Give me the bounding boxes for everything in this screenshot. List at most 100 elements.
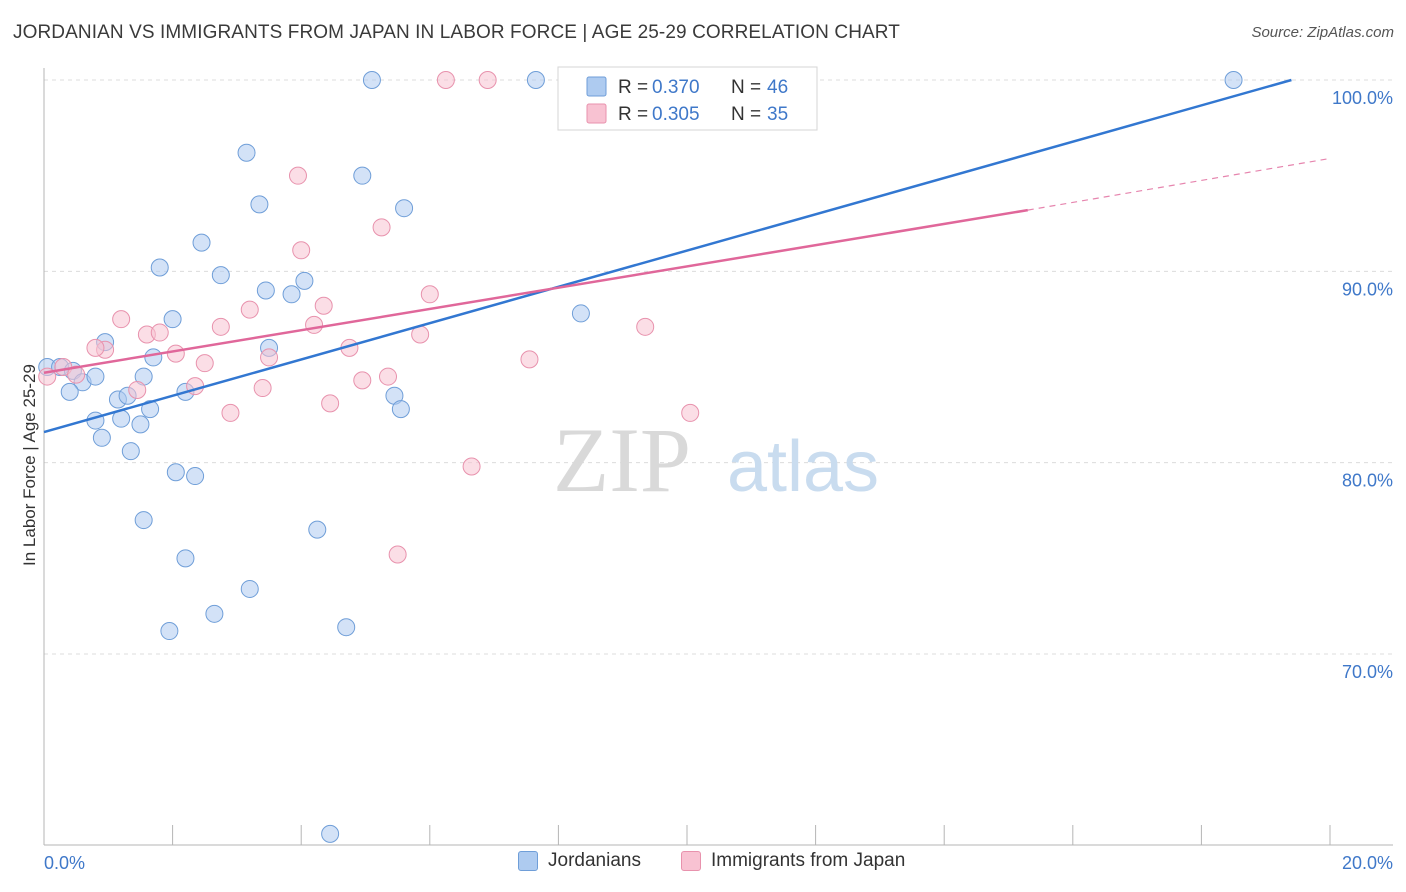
point-jordanians	[86, 367, 105, 386]
point-jordanians	[1224, 71, 1243, 89]
point-japan	[150, 323, 169, 342]
point-jordanians	[192, 233, 211, 252]
stats-swatch-japan	[586, 103, 607, 124]
y-tick-label: 80.0%	[1342, 471, 1393, 491]
point-jordanians	[308, 520, 327, 539]
trend-line-jordanians	[43, 78, 1292, 434]
chart-title: JORDANIAN VS IMMIGRANTS FROM JAPAN IN LA…	[13, 22, 900, 43]
point-japan	[436, 71, 455, 89]
point-jordanians	[321, 824, 340, 843]
point-japan	[681, 403, 700, 422]
point-japan	[195, 354, 214, 373]
series-japan-points	[38, 71, 790, 564]
point-jordanians	[205, 604, 224, 623]
x-tick-label-max: 20.0%	[1342, 853, 1393, 873]
series-legend: Jordanians Immigrants from Japan	[0, 850, 1406, 878]
point-jordanians	[391, 400, 410, 419]
point-jordanians	[353, 166, 372, 185]
point-jordanians	[362, 71, 381, 89]
legend-label-jordanians: Jordanians	[548, 850, 641, 871]
point-japan	[288, 166, 307, 185]
point-japan	[372, 218, 391, 237]
stats-r-value-jordanians: 0.370	[652, 77, 700, 98]
point-japan	[420, 285, 439, 304]
point-jordanians	[176, 549, 195, 568]
point-japan	[314, 296, 333, 315]
point-jordanians	[160, 622, 179, 641]
legend-item-japan[interactable]: Immigrants from Japan	[681, 850, 905, 872]
y-tick-label: 90.0%	[1342, 279, 1393, 299]
point-jordanians	[526, 71, 545, 89]
legend-swatch-japan	[681, 851, 701, 871]
point-japan	[353, 371, 372, 390]
point-jordanians	[141, 400, 160, 419]
x-tick-label-min: 0.0%	[44, 853, 85, 873]
watermark: ZIP atlas	[553, 409, 879, 511]
point-japan	[462, 457, 481, 476]
stats-n-label-jordanians: N =	[731, 77, 766, 98]
point-japan	[128, 380, 147, 399]
point-japan	[305, 315, 324, 334]
point-japan	[636, 317, 655, 336]
point-japan	[67, 365, 86, 384]
stats-n-value-japan: 35	[767, 104, 788, 125]
point-japan	[260, 348, 279, 367]
point-japan	[388, 545, 407, 564]
point-japan	[86, 338, 105, 357]
point-jordanians	[150, 258, 169, 277]
watermark-zip: ZIP	[553, 409, 691, 511]
point-jordanians	[131, 415, 150, 434]
legend-swatch-jordanians	[518, 851, 538, 871]
trend-lines	[43, 78, 1331, 434]
point-jordanians	[92, 428, 111, 447]
point-japan	[321, 394, 340, 413]
point-jordanians	[295, 271, 314, 290]
point-jordanians	[211, 266, 230, 285]
point-jordanians	[282, 285, 301, 304]
point-japan	[292, 241, 311, 260]
point-jordanians	[571, 304, 590, 323]
stats-r-value-japan: 0.305	[652, 104, 700, 125]
stats-r-label-jordanians: R =	[618, 77, 653, 98]
trend-line-japan	[43, 208, 1028, 374]
point-jordanians	[250, 195, 269, 214]
point-jordanians	[60, 382, 79, 401]
stats-swatch-jordanians	[586, 76, 607, 97]
point-japan	[112, 310, 131, 329]
stats-n-label-japan: N =	[731, 104, 766, 125]
point-jordanians	[237, 143, 256, 162]
point-jordanians	[166, 463, 185, 482]
point-japan	[253, 379, 272, 398]
y-tick-label: 70.0%	[1342, 662, 1393, 682]
gridlines	[44, 79, 1393, 655]
point-jordanians	[121, 442, 140, 461]
point-jordanians	[144, 348, 163, 367]
point-japan	[211, 317, 230, 336]
stats-n-value-jordanians: 46	[767, 77, 788, 98]
point-jordanians	[395, 199, 414, 218]
point-jordanians	[163, 310, 182, 329]
point-jordanians	[134, 511, 153, 530]
point-jordanians	[337, 618, 356, 637]
stats-r-label-japan: R =	[618, 104, 653, 125]
trend-line-japan-extension	[1027, 157, 1331, 211]
point-japan	[240, 300, 259, 319]
point-japan	[221, 403, 240, 422]
point-japan	[478, 71, 497, 89]
legend-item-jordanians[interactable]: Jordanians	[518, 850, 641, 872]
axes	[43, 68, 1393, 846]
stats-legend: R = 0.370 N = 46 R = 0.305 N = 35	[557, 66, 818, 131]
point-japan	[520, 350, 539, 369]
source-label: Source: ZipAtlas.com	[1251, 24, 1394, 41]
y-tick-label: 100.0%	[1332, 88, 1393, 108]
y-axis-label: In Labor Force | Age 25-29	[20, 364, 39, 566]
point-jordanians	[256, 281, 275, 300]
point-japan	[166, 344, 185, 363]
point-jordanians	[240, 579, 259, 598]
point-japan	[379, 367, 398, 386]
y-tick-labels: 70.0% 80.0% 90.0% 100.0%	[1332, 88, 1393, 682]
point-jordanians	[186, 467, 205, 486]
legend-label-japan: Immigrants from Japan	[711, 850, 906, 871]
watermark-atlas: atlas	[727, 427, 879, 507]
